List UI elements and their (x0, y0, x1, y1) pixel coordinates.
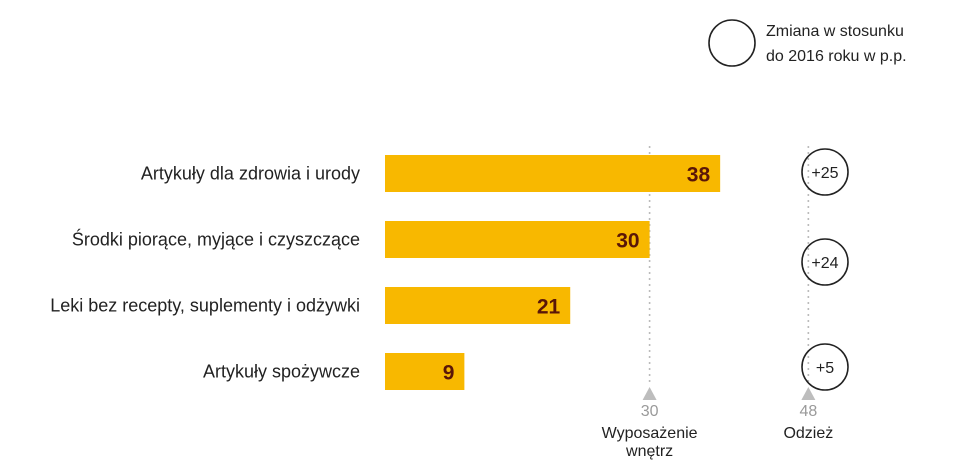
reference-value-2: 48 (799, 403, 817, 420)
value-label-3: 21 (537, 296, 561, 319)
bar-2 (385, 221, 650, 258)
change-badges: +25 +24 +5 (801, 148, 849, 391)
bars: Artykuły dla zdrowia i urody 38 Środki pio… (50, 155, 721, 390)
change-label-1: +25 (811, 165, 838, 182)
change-circle-icon (801, 238, 849, 286)
value-label-4: 9 (443, 362, 455, 385)
reference-marker-2 (801, 387, 816, 400)
reference-name-1: Wyposażenie (602, 425, 698, 442)
reference-marker-1 (642, 387, 657, 400)
value-label-2: 30 (616, 230, 639, 253)
bar-1 (385, 155, 721, 192)
category-label-1: Artykuły dla zdrowia i urody (141, 164, 360, 184)
change-label-4: +5 (816, 360, 834, 377)
category-label-4: Artykuły spożywcze (203, 362, 360, 382)
reference-name-2: Odzież (783, 425, 833, 442)
reference-name-1: wnętrz (625, 443, 673, 460)
legend: Zmiana w stosunku do 2016 roku w p.p. (708, 19, 907, 67)
legend-line-2: do 2016 roku w p.p. (766, 48, 907, 65)
bar-4 (385, 353, 465, 390)
legend-line-1: Zmiana w stosunku (766, 23, 904, 40)
change-circle-icon (801, 343, 849, 391)
category-label-2: Środki piorące, myjące i czyszczące (72, 229, 360, 250)
bar-3 (385, 287, 571, 324)
change-label-2: +24 (811, 255, 838, 272)
change-circle-icon (801, 148, 849, 196)
value-label-1: 38 (687, 164, 711, 187)
reference-value-1: 30 (641, 403, 659, 420)
legend-circle-icon (708, 19, 756, 67)
category-label-3: Leki bez recepty, suplementy i odżywki (50, 296, 360, 316)
